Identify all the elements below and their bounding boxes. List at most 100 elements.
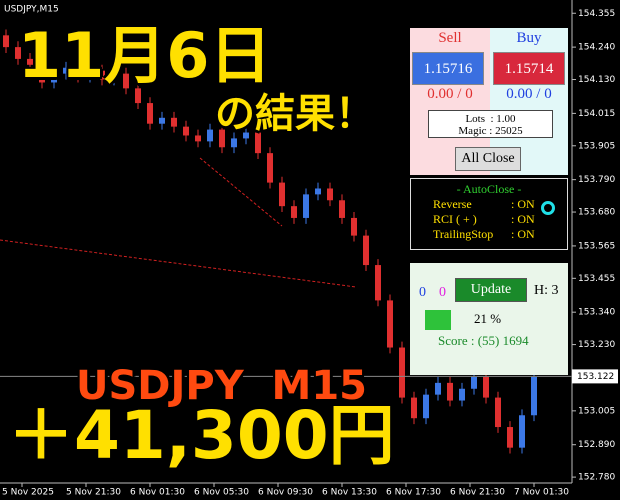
lots: Lots : 1.00 <box>465 113 516 125</box>
candle-body <box>123 73 129 89</box>
sell-stats: 0.00 / 0 <box>427 86 473 102</box>
candle-body <box>507 427 513 448</box>
y-tick-label: 152.890 <box>578 440 615 450</box>
autoclose-item-value: : ON <box>511 212 535 226</box>
candle-body <box>363 235 369 266</box>
result-overlay: の結果！ <box>215 91 375 137</box>
y-tick-label: 153.565 <box>578 241 615 251</box>
x-tick-label: 6 Nov 21:30 <box>450 488 505 498</box>
symbol-overlay: USDJPY M15 <box>76 363 367 409</box>
candle-body <box>207 129 213 142</box>
candle-body <box>447 382 453 401</box>
candle-body <box>315 188 321 195</box>
buy-button[interactable]: 1.15714 <box>493 52 565 85</box>
x-tick-label: 6 Nov 01:30 <box>130 488 185 498</box>
profit-overlay: ＋41,300円 <box>8 397 395 474</box>
candle-body <box>279 182 285 207</box>
candle-body <box>159 117 165 124</box>
count-a: 0 <box>419 285 426 300</box>
autoclose-item: TrailingStop : ON <box>433 227 567 242</box>
candle-body <box>399 347 405 398</box>
candle-body <box>51 73 57 83</box>
y-tick-label: 154.015 <box>578 109 615 119</box>
y-tick-label: 154.355 <box>578 9 615 19</box>
candle-body <box>3 35 9 48</box>
lots-box: Lots : 1.00 Magic : 25025 <box>428 110 553 138</box>
y-tick-label: 154.130 <box>578 75 615 85</box>
autoclose-item-name: Reverse <box>433 197 472 211</box>
y-tick-label: 153.905 <box>578 141 615 151</box>
buy-stats: 0.00 / 0 <box>506 86 552 102</box>
candle-body <box>195 135 201 142</box>
candle-body <box>111 73 117 80</box>
candle-body <box>531 376 537 416</box>
magic: Magic : 25025 <box>458 125 523 137</box>
current-price-box <box>572 369 618 384</box>
candle-body <box>519 415 525 448</box>
status-indicator <box>541 201 555 215</box>
autoclose-item: RCI ( + ) : ON <box>433 212 567 227</box>
candle-body <box>99 70 105 80</box>
candle-body <box>255 132 261 154</box>
y-tick-label: 153.790 <box>578 175 615 185</box>
candle-body <box>387 300 393 348</box>
autoclose-item: Reverse : ON <box>433 197 567 212</box>
all-close-button[interactable]: All Close <box>455 147 521 171</box>
candle-body <box>15 47 21 59</box>
autoclose-item-value: : ON <box>511 197 535 211</box>
hours: H: 3 <box>534 283 559 298</box>
autoclose-panel: - AutoClose - Reverse: ON RCI ( + ): ON Tr… <box>410 178 568 250</box>
candle-body <box>183 126 189 136</box>
autoclose-title: - AutoClose - <box>456 182 522 196</box>
current-price-label: 153.122 <box>577 372 614 382</box>
candle-body <box>327 188 333 201</box>
autoclose-item-value: : ON <box>511 227 535 241</box>
candle-body <box>303 194 309 218</box>
candle-body <box>291 206 297 218</box>
candle-body <box>219 129 225 148</box>
candle-body <box>147 103 153 124</box>
trend-line <box>199 157 283 227</box>
y-tick-label: 153.005 <box>578 406 615 416</box>
candle-body <box>39 64 45 83</box>
y-tick-label: 154.240 <box>578 43 615 53</box>
autoclose-item-name: TrailingStop <box>433 227 494 241</box>
x-tick-label: 6 Nov 17:30 <box>386 488 441 498</box>
candle-body <box>231 138 237 148</box>
y-tick-label: 152.780 <box>578 473 615 483</box>
date-overlay: 11月6日 <box>18 19 272 92</box>
window-title: USDJPY,M15 <box>4 5 59 15</box>
buy-label: Buy <box>516 30 542 46</box>
candle-body <box>27 58 33 65</box>
candle-body <box>423 394 429 419</box>
candle-body <box>483 376 489 398</box>
candle-body <box>135 88 141 104</box>
x-tick-label: 5 Nov 21:30 <box>66 488 121 498</box>
y-tick-label: 153.340 <box>578 308 615 318</box>
percent: 21 % <box>474 311 502 326</box>
x-tick-label: 5 Nov 2025 <box>2 488 54 498</box>
autoclose-item-name: RCI ( + ) <box>433 212 477 226</box>
candle-body <box>459 388 465 401</box>
candle-body <box>339 200 345 218</box>
y-tick-label: 153.680 <box>578 208 615 218</box>
candle-body <box>75 67 81 77</box>
status-panel: 0 0 Update H: 3 21 % Score : (55) 1694 <box>410 263 568 375</box>
update-button[interactable]: Update <box>455 278 527 302</box>
count-b: 0 <box>439 285 446 300</box>
candle-body <box>375 265 381 301</box>
sell-label: Sell <box>438 30 462 46</box>
candle-body <box>495 397 501 428</box>
x-tick-label: 7 Nov 01:30 <box>514 488 569 498</box>
sell-button[interactable]: 1.15716 <box>412 52 484 85</box>
candle-body <box>243 132 249 139</box>
progress-box <box>425 310 451 330</box>
y-tick-label: 153.455 <box>578 274 615 284</box>
x-tick-label: 6 Nov 13:30 <box>322 488 377 498</box>
candle-body <box>435 382 441 395</box>
candle-body <box>267 153 273 183</box>
candle-body <box>411 397 417 419</box>
x-tick-label: 6 Nov 05:30 <box>194 488 249 498</box>
